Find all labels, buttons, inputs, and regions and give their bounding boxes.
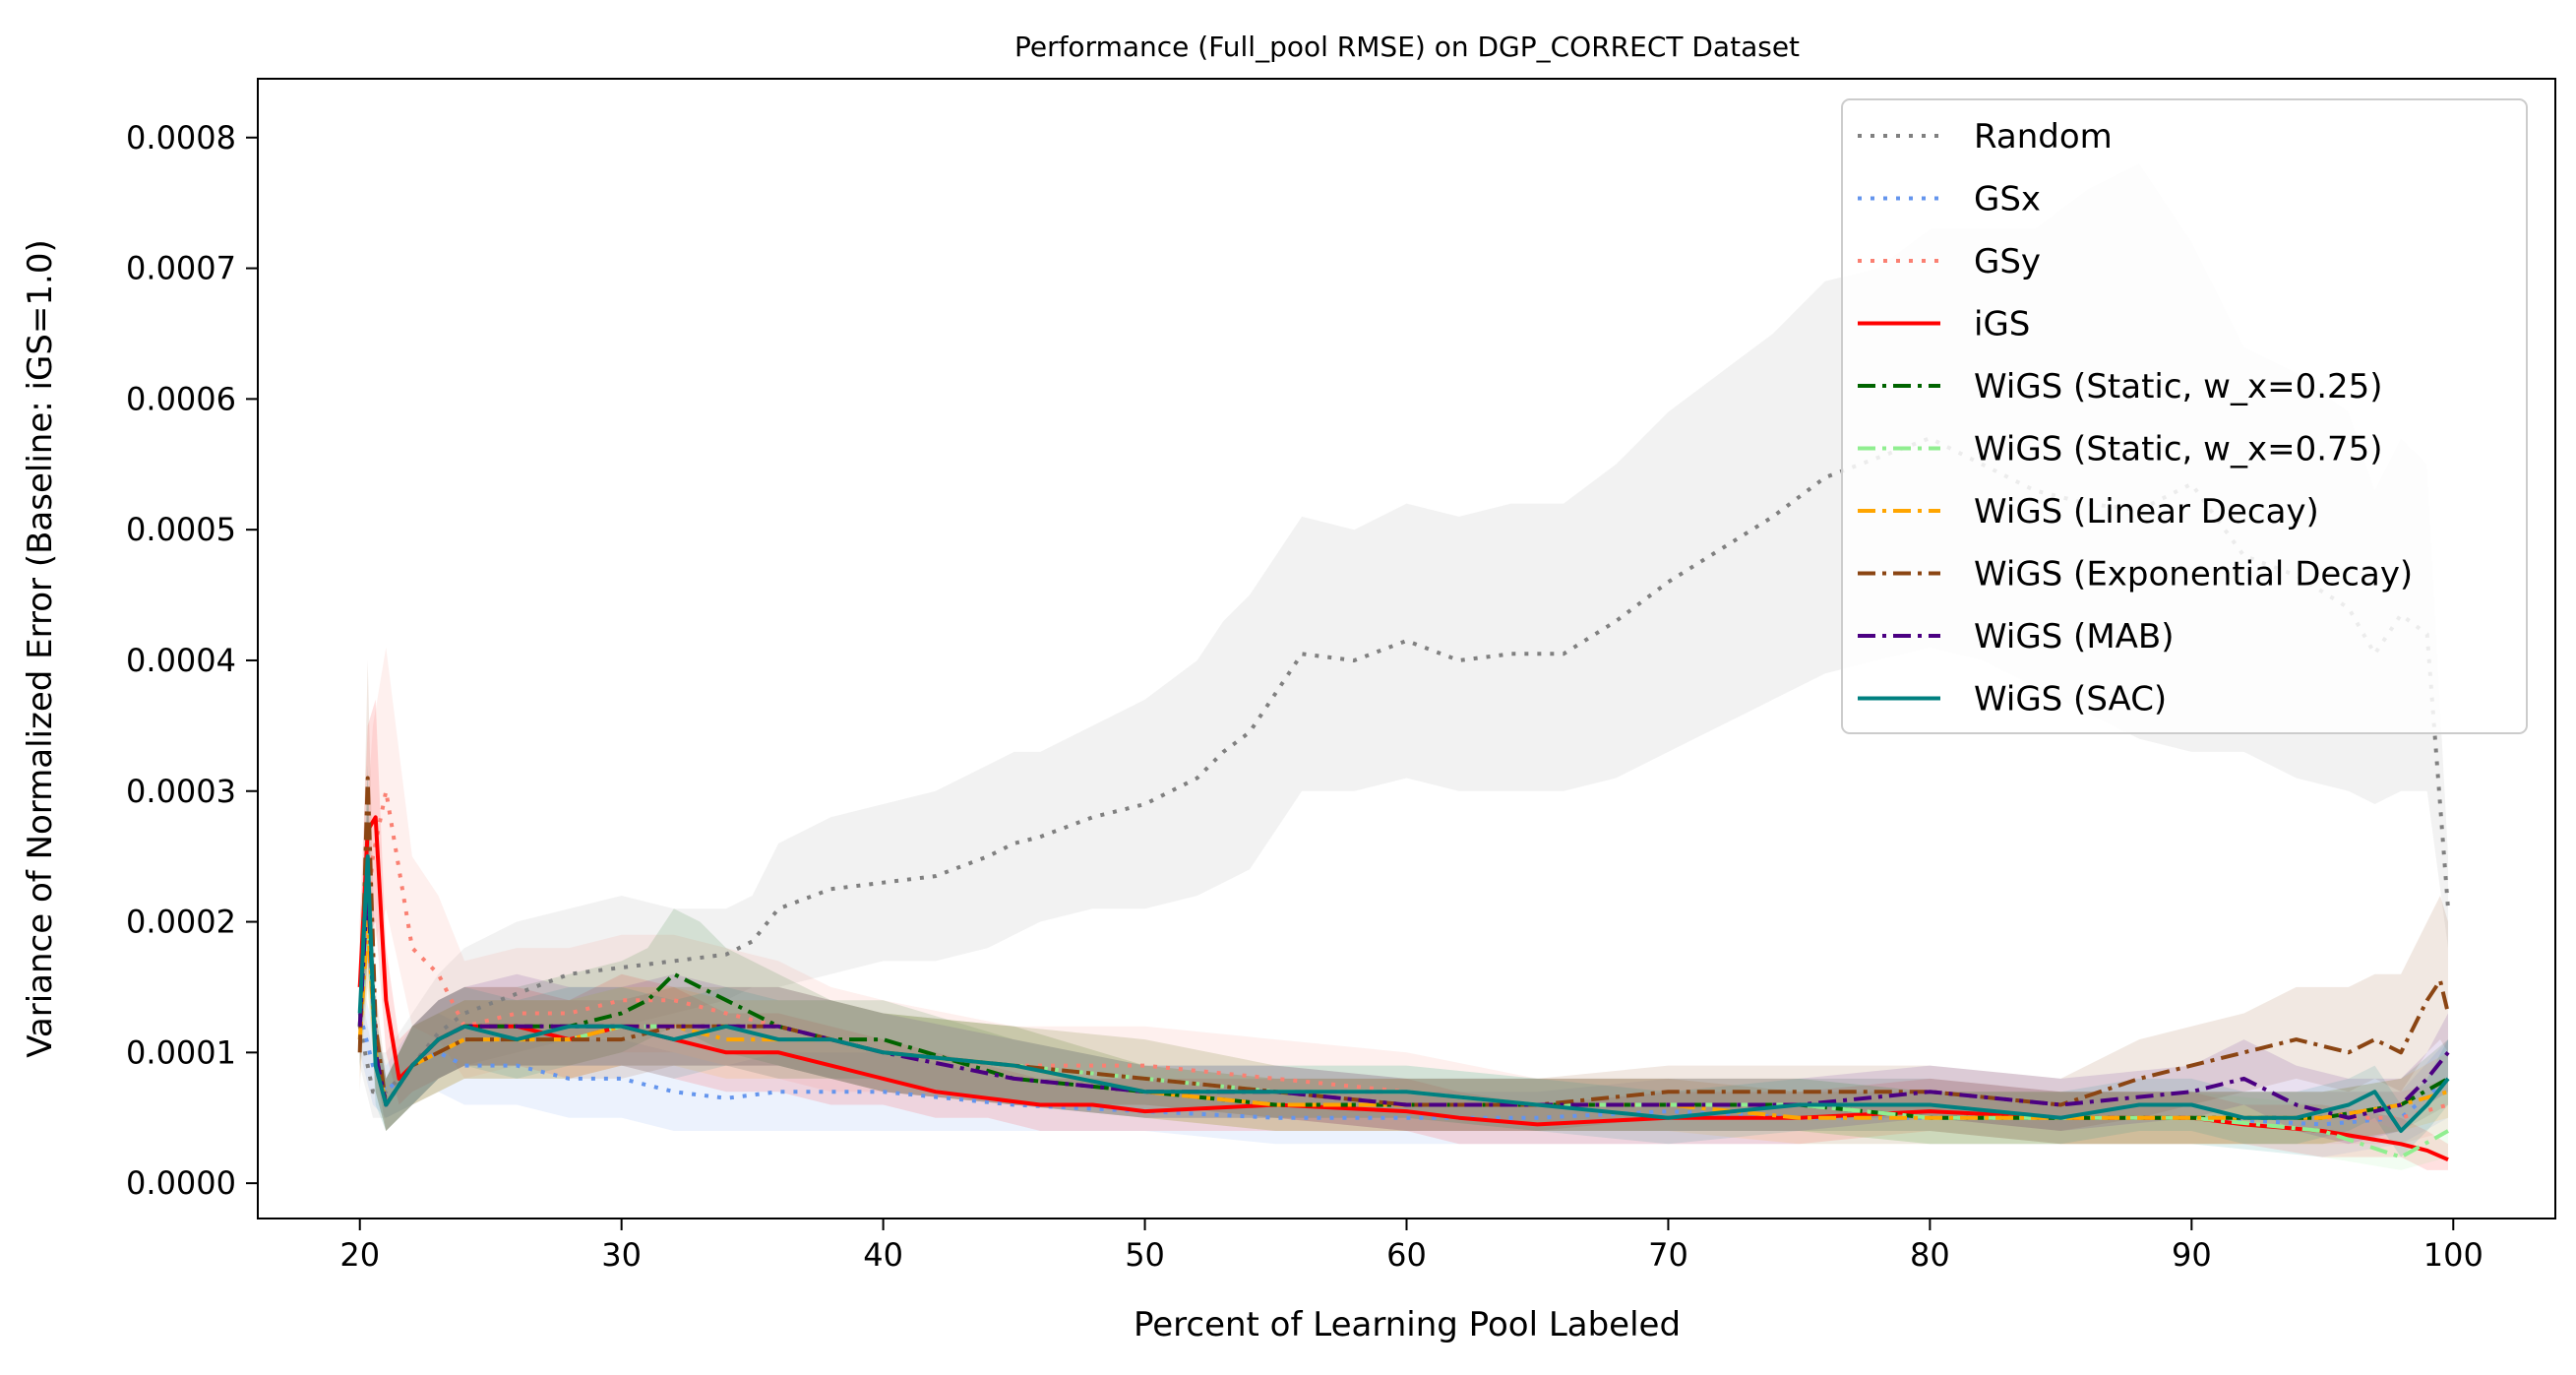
x-axis: 20 30 40 50 60 70 80 90 100 xyxy=(339,1219,2484,1274)
band-gsy xyxy=(359,647,2449,1145)
legend-label-wigs-exponential-decay: WiGS (Exponential Decay) xyxy=(1974,555,2413,594)
legend-label-wigs-mab: WiGS (MAB) xyxy=(1974,617,2175,656)
legend-label-wigs-static-w-x-0-75: WiGS (Static, w_x=0.75) xyxy=(1974,430,2383,469)
legend-label-random: Random xyxy=(1974,117,2113,156)
x-tick-label: 100 xyxy=(2423,1236,2484,1274)
y-tick-label: 0.0000 xyxy=(126,1164,236,1202)
legend-label-wigs-linear-decay: WiGS (Linear Decay) xyxy=(1974,492,2319,531)
line-wigs-exponential-decay xyxy=(357,776,2450,1107)
band-wigs-mab xyxy=(359,804,2449,1145)
y-axis-label: Variance of Normalized Error (Baseline: … xyxy=(21,239,60,1057)
y-tick-label: 0.0004 xyxy=(126,642,236,679)
y-tick-label: 0.0006 xyxy=(126,380,236,417)
y-tick-label: 0.0003 xyxy=(126,773,236,810)
x-tick-label: 90 xyxy=(2172,1236,2212,1274)
y-tick-label: 0.0001 xyxy=(126,1033,236,1071)
x-tick-label: 30 xyxy=(601,1236,642,1274)
x-tick-label: 70 xyxy=(1648,1236,1688,1274)
series-lines xyxy=(357,436,2450,1162)
y-tick-label: 0.0007 xyxy=(126,250,236,287)
x-tick-label: 20 xyxy=(339,1236,380,1274)
chart-title: Performance (Full_pool RMSE) on DGP_CORR… xyxy=(1014,31,1800,63)
y-tick-label: 0.0002 xyxy=(126,904,236,941)
y-axis: 0.0000 0.0001 0.0002 0.0003 0.0004 0.0005 0.00… xyxy=(126,119,258,1202)
band-wigs-exponential-decay xyxy=(359,660,2449,1131)
x-axis-label: Percent of Learning Pool Labeled xyxy=(1134,1305,1681,1344)
x-tick-label: 40 xyxy=(863,1236,903,1274)
x-tick-label: 80 xyxy=(1910,1236,1950,1274)
x-tick-label: 60 xyxy=(1386,1236,1427,1274)
legend-label-wigs-sac: WiGS (SAC) xyxy=(1974,680,2167,719)
y-tick-label: 0.0008 xyxy=(126,119,236,156)
y-tick-label: 0.0005 xyxy=(126,511,236,548)
legend-label-gsx: GSx xyxy=(1974,180,2041,219)
x-tick-label: 50 xyxy=(1125,1236,1165,1274)
legend-label-gsy: GSy xyxy=(1974,242,2041,281)
legend-label-igs: iGS xyxy=(1974,305,2030,344)
legend: Random GSx GSy iGS WiGS (Static, w_x=0.25) Wi… xyxy=(1841,98,2528,734)
band-wigs-linear-decay xyxy=(359,843,2449,1145)
legend-label-wigs-static-w-x-0-25: WiGS (Static, w_x=0.25) xyxy=(1974,367,2383,406)
band-wigs-sac xyxy=(359,765,2449,1157)
band-wigs-static-w-x-0-75 xyxy=(359,830,2449,1170)
line-gsx xyxy=(357,1013,2450,1127)
line-wigs-sac xyxy=(357,854,2450,1133)
legend-box xyxy=(1841,98,2528,734)
